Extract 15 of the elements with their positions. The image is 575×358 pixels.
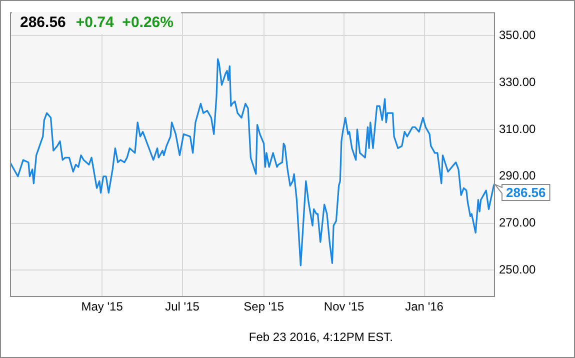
x-tick-label: Nov '15 xyxy=(324,300,365,314)
x-tick-label: Jan '16 xyxy=(405,300,444,314)
y-tick-label: 310.00 xyxy=(499,122,536,136)
chart-subtitle: +0.74 +0.26% xyxy=(76,14,174,31)
y-tick-label: 350.00 xyxy=(499,28,536,42)
y-tick-label: 270.00 xyxy=(499,216,536,230)
data-label: 286.56 xyxy=(506,185,546,200)
x-tick-label: May '15 xyxy=(81,300,124,314)
y-tick-label: 250.00 xyxy=(499,262,536,277)
x-tick-label: Sep '15 xyxy=(244,300,284,314)
y-tick-label: 290.00 xyxy=(499,168,536,183)
x-tick-label: Jul '15 xyxy=(165,300,200,314)
y-tick-label: 330.00 xyxy=(499,74,536,89)
chart-title: 286.56 xyxy=(20,14,66,31)
text: Feb 23 2016, 4:12PM EST. xyxy=(248,330,393,344)
